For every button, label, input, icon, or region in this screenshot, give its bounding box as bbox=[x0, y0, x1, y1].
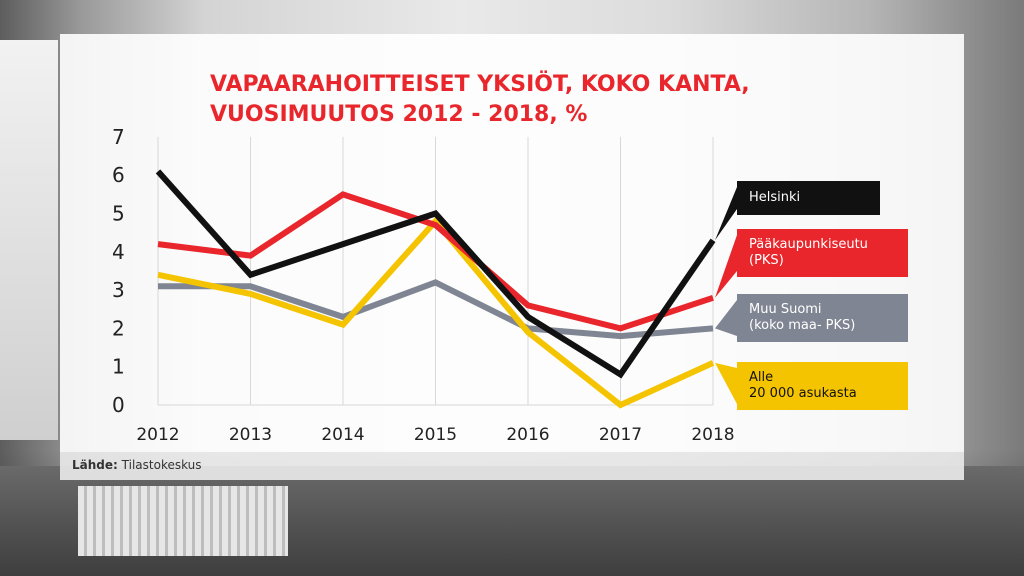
x-tick-label: 2013 bbox=[229, 425, 272, 445]
chart-title-line-1: VAPAARAHOITTEISET YKSIÖT, KOKO KANTA, bbox=[210, 72, 750, 97]
y-tick-label: 5 bbox=[112, 202, 125, 226]
x-tick-label: 2017 bbox=[599, 425, 642, 445]
source-label: Lähde: bbox=[72, 458, 118, 472]
y-tick-label: 2 bbox=[112, 316, 125, 340]
series-line-alle bbox=[157, 216, 715, 409]
source-value: Tilastokeskus bbox=[121, 458, 202, 472]
legend-entry-muu: Muu Suomi (koko maa- PKS) bbox=[737, 294, 908, 342]
background-window bbox=[0, 40, 58, 440]
chart-title-line-2: VUOSIMUUTOS 2012 - 2018, % bbox=[210, 102, 588, 127]
source-note: Lähde: Tilastokeskus bbox=[72, 458, 202, 472]
chart-title: VAPAARAHOITTEISET YKSIÖT, KOKO KANTA, VU… bbox=[210, 70, 830, 130]
source-bar bbox=[60, 452, 964, 480]
series-line-muu bbox=[158, 279, 714, 340]
y-tick-label: 3 bbox=[112, 278, 125, 302]
series-line-pks bbox=[157, 191, 714, 332]
y-tick-label: 4 bbox=[112, 240, 125, 264]
y-tick-label: 0 bbox=[112, 393, 125, 417]
legend-pointer-muu bbox=[715, 300, 737, 336]
x-tick-label: 2012 bbox=[136, 425, 179, 445]
x-tick-label: 2014 bbox=[321, 425, 364, 445]
legend-pointer-pks bbox=[715, 235, 737, 298]
legend-pointer-helsinki bbox=[715, 187, 737, 241]
series-line-helsinki bbox=[155, 169, 716, 379]
background-radiator bbox=[78, 486, 288, 556]
y-tick-label: 6 bbox=[112, 163, 125, 187]
y-tick-label: 7 bbox=[112, 125, 125, 149]
x-tick-label: 2018 bbox=[691, 425, 734, 445]
legend-entry-alle: Alle 20 000 asukasta bbox=[737, 362, 908, 410]
y-tick-label: 1 bbox=[112, 355, 125, 379]
legend-entry-helsinki: Helsinki bbox=[737, 181, 880, 215]
x-tick-label: 2016 bbox=[506, 425, 549, 445]
legend-entry-pks: Pääkaupunkiseutu (PKS) bbox=[737, 229, 908, 277]
x-tick-label: 2015 bbox=[414, 425, 457, 445]
legend-pointer-alle bbox=[715, 362, 737, 404]
